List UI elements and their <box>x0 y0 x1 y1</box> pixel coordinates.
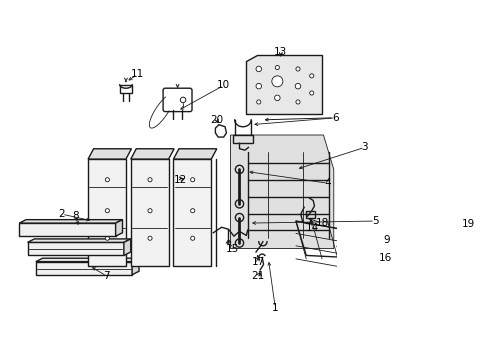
Polygon shape <box>36 262 132 275</box>
Circle shape <box>274 95 280 100</box>
Polygon shape <box>130 159 168 266</box>
Polygon shape <box>115 220 122 236</box>
Text: 12: 12 <box>173 175 186 185</box>
Text: 13: 13 <box>274 48 287 58</box>
Circle shape <box>256 100 260 104</box>
Text: 18: 18 <box>315 218 328 228</box>
Polygon shape <box>88 159 126 266</box>
Circle shape <box>105 178 109 182</box>
Text: 4: 4 <box>324 178 330 188</box>
Circle shape <box>190 236 194 240</box>
Text: 1: 1 <box>271 303 278 313</box>
Polygon shape <box>132 258 139 275</box>
Polygon shape <box>19 220 122 223</box>
Circle shape <box>190 209 194 213</box>
Text: 17: 17 <box>251 257 264 267</box>
Polygon shape <box>246 55 322 114</box>
Circle shape <box>148 178 152 182</box>
Text: 15: 15 <box>225 244 239 253</box>
Text: 9: 9 <box>383 235 389 244</box>
Bar <box>305 211 314 217</box>
Text: 2: 2 <box>59 209 65 219</box>
Text: 7: 7 <box>103 271 110 281</box>
Text: 5: 5 <box>371 216 378 226</box>
Text: 14: 14 <box>305 223 318 233</box>
Polygon shape <box>27 242 123 256</box>
Text: 8: 8 <box>72 211 79 221</box>
Circle shape <box>105 236 109 240</box>
Polygon shape <box>36 258 139 262</box>
Text: 10: 10 <box>217 80 230 90</box>
Polygon shape <box>173 149 216 159</box>
Circle shape <box>295 67 300 71</box>
Circle shape <box>309 91 313 95</box>
Polygon shape <box>123 239 130 256</box>
Text: 19: 19 <box>460 220 474 229</box>
Polygon shape <box>230 135 333 248</box>
Polygon shape <box>88 149 131 159</box>
Circle shape <box>295 100 300 104</box>
Polygon shape <box>130 149 174 159</box>
Circle shape <box>275 66 279 69</box>
Circle shape <box>309 74 313 78</box>
Text: 3: 3 <box>361 143 367 152</box>
Text: 21: 21 <box>251 271 264 281</box>
Polygon shape <box>19 223 115 236</box>
Text: 16: 16 <box>378 252 391 262</box>
Circle shape <box>271 76 282 87</box>
Text: 20: 20 <box>210 115 223 125</box>
Circle shape <box>256 84 261 89</box>
Text: 6: 6 <box>332 113 339 123</box>
Polygon shape <box>173 159 211 266</box>
Circle shape <box>105 209 109 213</box>
Circle shape <box>148 209 152 213</box>
Text: 11: 11 <box>131 69 144 80</box>
Circle shape <box>148 236 152 240</box>
Circle shape <box>256 66 261 72</box>
Circle shape <box>190 178 194 182</box>
Polygon shape <box>27 239 130 242</box>
Circle shape <box>295 84 300 89</box>
